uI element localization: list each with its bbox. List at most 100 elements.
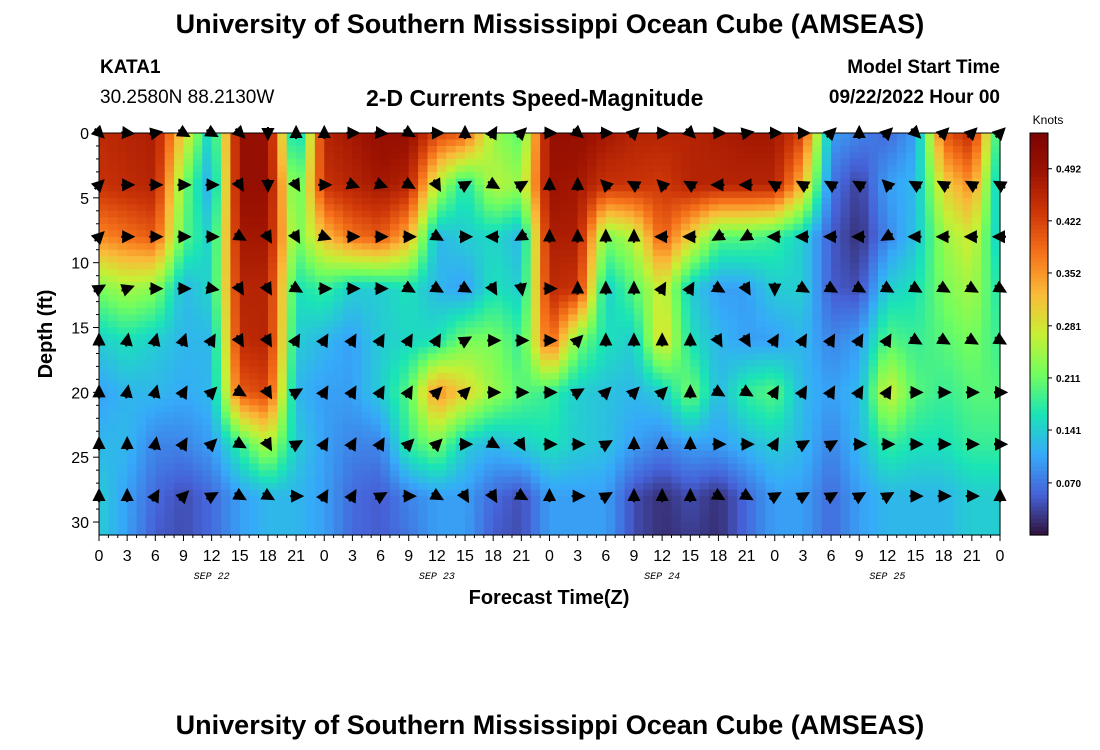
heatmap-cell — [249, 223, 260, 231]
heatmap-cell — [746, 463, 757, 471]
heatmap-cell — [699, 197, 710, 205]
heatmap-cell — [887, 424, 898, 432]
heatmap-cell — [202, 288, 213, 296]
heatmap-cell — [605, 308, 616, 316]
heatmap-cell — [577, 301, 588, 309]
heatmap-cell — [108, 431, 119, 439]
heatmap-cell — [380, 308, 391, 316]
heatmap-cell — [427, 223, 438, 231]
heatmap-cell — [662, 145, 673, 154]
heatmap-cell — [352, 340, 363, 348]
heatmap-cell — [474, 457, 485, 465]
heatmap-cell — [887, 411, 898, 419]
heatmap-cell — [643, 197, 654, 205]
heatmap-cell — [746, 217, 757, 225]
heatmap-cell — [615, 165, 626, 173]
heatmap-cell — [953, 450, 964, 458]
heatmap-cell — [249, 327, 260, 335]
heatmap-cell — [784, 295, 795, 303]
heatmap-cell — [474, 262, 485, 270]
heatmap-cell — [145, 256, 156, 264]
heatmap-cell — [605, 424, 616, 432]
heatmap-cell — [690, 243, 701, 251]
heatmap-cell — [221, 334, 231, 342]
heatmap-cell — [108, 249, 119, 257]
heatmap-cell — [887, 359, 898, 368]
heatmap-cell — [934, 353, 945, 361]
heatmap-cell — [258, 288, 269, 296]
heatmap-cell — [343, 256, 354, 264]
heatmap-cell — [343, 204, 354, 212]
heatmap-cell — [577, 405, 588, 413]
heatmap-cell — [267, 288, 278, 296]
heatmap-cell — [605, 353, 616, 361]
heatmap-cell — [399, 359, 410, 368]
heatmap-cell — [784, 223, 795, 231]
heatmap-cell — [521, 444, 532, 452]
heatmap-cell — [812, 411, 823, 419]
heatmap-cell — [183, 165, 194, 173]
heatmap-cell — [652, 217, 663, 225]
heatmap-cell — [465, 275, 476, 283]
heatmap-cell — [361, 424, 372, 432]
heatmap-cell — [286, 424, 297, 432]
heatmap-cell — [633, 178, 644, 186]
heatmap-cell — [596, 152, 607, 160]
heatmap-cell — [455, 256, 466, 264]
heatmap-cell — [145, 145, 156, 154]
heatmap-cell — [821, 295, 832, 303]
heatmap-cell — [239, 191, 250, 199]
heatmap-cell — [662, 249, 673, 257]
heatmap-cell — [117, 372, 128, 380]
heatmap-cell — [155, 256, 166, 264]
heatmap-cell — [596, 346, 607, 355]
heatmap-cell — [117, 321, 128, 329]
heatmap-cell — [211, 327, 222, 335]
heatmap-cell — [558, 418, 569, 426]
heatmap-cell — [793, 379, 804, 387]
heatmap-cell — [765, 295, 776, 303]
heatmap-cell — [737, 301, 748, 309]
heatmap-cell — [249, 165, 260, 173]
heatmap-cell — [624, 210, 635, 218]
heatmap-cell — [652, 411, 663, 419]
heatmap-cell — [474, 392, 485, 400]
heatmap-cell — [896, 223, 907, 231]
heatmap-cell — [549, 353, 560, 361]
heatmap-cell — [249, 295, 260, 303]
heatmap-cell — [389, 282, 400, 290]
heatmap-cell — [793, 191, 804, 199]
heatmap-cell — [202, 165, 213, 173]
heatmap-cell — [859, 327, 870, 335]
heatmap-cell — [887, 204, 898, 212]
heatmap-cell — [849, 346, 860, 355]
heatmap-cell — [192, 457, 203, 465]
heatmap-cell — [192, 424, 203, 432]
heatmap-cell — [652, 191, 663, 199]
heatmap-cell — [558, 165, 569, 173]
heatmap-cell — [286, 463, 297, 471]
heatmap-cell — [239, 158, 250, 167]
heatmap-cell — [774, 217, 785, 225]
heatmap-cell — [859, 204, 870, 212]
heatmap-cell — [755, 450, 766, 458]
heatmap-cell — [934, 359, 945, 368]
heatmap-cell — [305, 217, 316, 225]
heatmap-cell — [258, 353, 269, 361]
heatmap-cell — [99, 398, 109, 406]
heatmap-cell — [192, 340, 203, 348]
heatmap-cell — [727, 275, 738, 283]
heatmap-cell — [258, 145, 269, 154]
heatmap-cell — [192, 256, 203, 264]
heatmap-cell — [831, 262, 842, 270]
heatmap-cell — [765, 327, 776, 335]
heatmap-cell — [962, 275, 973, 283]
heatmap-cell — [549, 152, 560, 160]
heatmap-cell — [887, 282, 898, 290]
heatmap-cell — [493, 424, 504, 432]
heatmap-cell — [887, 165, 898, 173]
heatmap-cell — [145, 321, 156, 329]
heatmap-cell — [906, 171, 917, 179]
heatmap-cell — [145, 223, 156, 231]
heatmap-cell — [502, 249, 513, 257]
